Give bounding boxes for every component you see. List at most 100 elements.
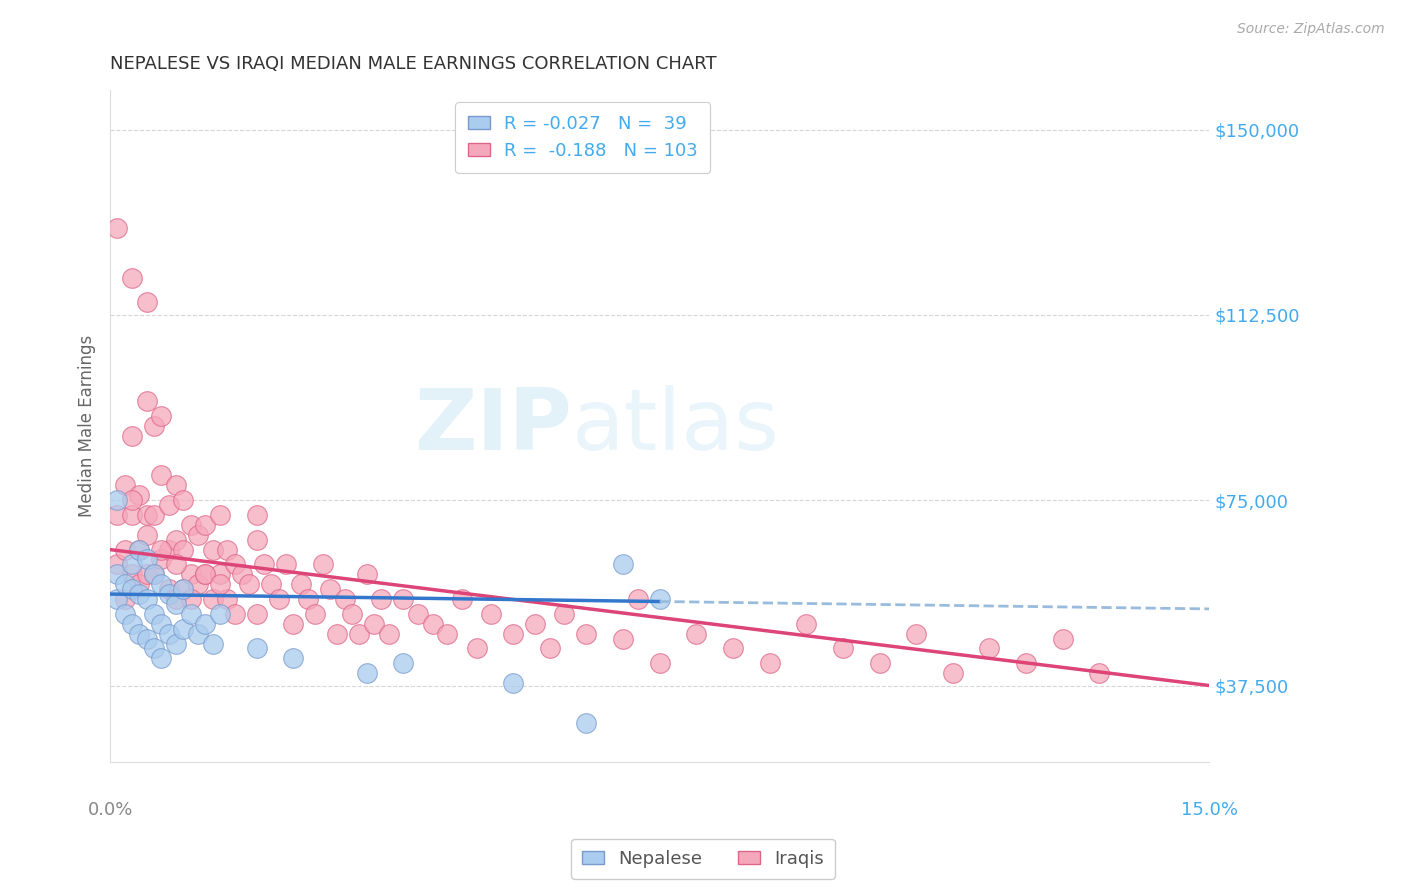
Point: [201, 542, 224, 557]
Point: [143, 508, 166, 522]
Point: [392, 592, 415, 607]
Point: [128, 577, 150, 591]
Point: [121, 616, 143, 631]
Point: [465, 641, 488, 656]
Point: [150, 577, 173, 591]
Point: [128, 488, 150, 502]
Point: [319, 582, 342, 596]
Point: [135, 592, 157, 607]
Point: [1015, 657, 1038, 671]
Point: [356, 567, 378, 582]
Point: [165, 597, 187, 611]
Point: [648, 592, 671, 607]
Point: [121, 558, 143, 572]
Point: [135, 508, 157, 522]
Point: [107, 493, 129, 508]
Point: [283, 616, 305, 631]
Point: [217, 542, 239, 557]
Point: [114, 592, 136, 607]
Point: [135, 552, 157, 566]
Point: [194, 517, 217, 532]
Point: [253, 558, 276, 572]
Text: Source: ZipAtlas.com: Source: ZipAtlas.com: [1237, 22, 1385, 37]
Point: [831, 641, 853, 656]
Point: [121, 429, 143, 443]
Point: [349, 626, 371, 640]
Point: [942, 666, 965, 681]
Point: [502, 626, 524, 640]
Point: [363, 616, 385, 631]
Point: [283, 651, 305, 665]
Point: [157, 498, 180, 512]
Point: [150, 542, 173, 557]
Point: [194, 567, 217, 582]
Point: [187, 528, 209, 542]
Point: [721, 641, 744, 656]
Text: atlas: atlas: [572, 384, 780, 467]
Point: [377, 626, 399, 640]
Point: [231, 567, 253, 582]
Point: [143, 607, 166, 621]
Point: [450, 592, 472, 607]
Point: [246, 641, 269, 656]
Point: [201, 592, 224, 607]
Point: [905, 626, 928, 640]
Point: [246, 607, 269, 621]
Point: [128, 626, 150, 640]
Point: [165, 592, 187, 607]
Point: [172, 493, 194, 508]
Point: [224, 558, 246, 572]
Point: [157, 626, 180, 640]
Point: [121, 508, 143, 522]
Point: [114, 577, 136, 591]
Point: [194, 616, 217, 631]
Point: [209, 607, 232, 621]
Point: [143, 641, 166, 656]
Point: [209, 567, 232, 582]
Point: [114, 607, 136, 621]
Point: [165, 636, 187, 650]
Point: [180, 607, 202, 621]
Point: [575, 715, 598, 730]
Point: [165, 558, 187, 572]
Point: [194, 567, 217, 582]
Point: [180, 592, 202, 607]
Point: [685, 626, 707, 640]
Point: [135, 528, 157, 542]
Point: [979, 641, 1001, 656]
Point: [107, 558, 129, 572]
Point: [290, 577, 312, 591]
Point: [187, 626, 209, 640]
Point: [758, 657, 780, 671]
Point: [128, 542, 150, 557]
Point: [135, 295, 157, 310]
Point: [217, 592, 239, 607]
Point: [172, 582, 194, 596]
Point: [121, 582, 143, 596]
Point: [340, 607, 363, 621]
Point: [422, 616, 444, 631]
Point: [406, 607, 429, 621]
Point: [143, 567, 166, 582]
Point: [107, 221, 129, 235]
Point: [165, 478, 187, 492]
Point: [180, 567, 202, 582]
Point: [201, 636, 224, 650]
Point: [172, 542, 194, 557]
Point: [157, 542, 180, 557]
Point: [1052, 632, 1074, 646]
Point: [150, 409, 173, 424]
Point: [392, 657, 415, 671]
Point: [209, 508, 232, 522]
Legend: Nepalese, Iraqis: Nepalese, Iraqis: [571, 838, 835, 879]
Text: ZIP: ZIP: [413, 384, 572, 467]
Point: [172, 622, 194, 636]
Point: [612, 558, 634, 572]
Point: [869, 657, 891, 671]
Point: [128, 542, 150, 557]
Point: [114, 478, 136, 492]
Point: [794, 616, 817, 631]
Point: [209, 577, 232, 591]
Point: [304, 607, 326, 621]
Point: [224, 607, 246, 621]
